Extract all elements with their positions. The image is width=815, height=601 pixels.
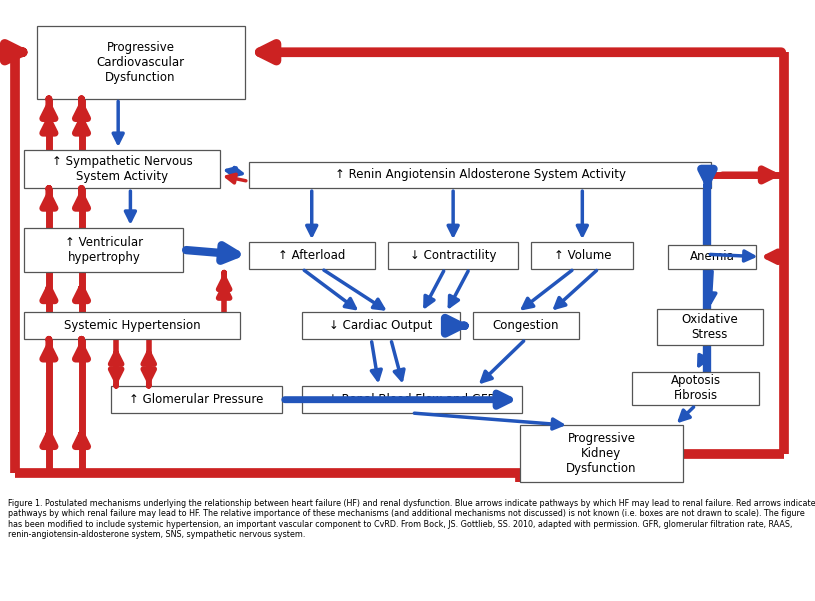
Text: Systemic Hypertension: Systemic Hypertension	[64, 319, 200, 332]
FancyBboxPatch shape	[657, 310, 763, 345]
Text: ↓ Renal Blood Flow and GFR: ↓ Renal Blood Flow and GFR	[328, 393, 496, 406]
Text: ↓ Contractility: ↓ Contractility	[410, 249, 496, 262]
Text: Anemia: Anemia	[689, 250, 735, 263]
FancyBboxPatch shape	[302, 386, 522, 413]
FancyBboxPatch shape	[111, 386, 282, 413]
FancyBboxPatch shape	[531, 242, 633, 269]
FancyBboxPatch shape	[24, 228, 183, 272]
Text: Progressive
Kidney
Dysfunction: Progressive Kidney Dysfunction	[566, 432, 637, 475]
Text: Progressive
Cardiovascular
Dysfunction: Progressive Cardiovascular Dysfunction	[96, 41, 185, 84]
FancyBboxPatch shape	[249, 162, 711, 188]
Text: ↑ Renin Angiotensin Aldosterone System Activity: ↑ Renin Angiotensin Aldosterone System A…	[334, 168, 626, 182]
FancyBboxPatch shape	[37, 26, 244, 99]
Text: Apotosis
Fibrosis: Apotosis Fibrosis	[671, 374, 720, 402]
FancyBboxPatch shape	[24, 313, 240, 339]
FancyBboxPatch shape	[249, 242, 375, 269]
Text: ↑ Afterload: ↑ Afterload	[278, 249, 346, 262]
FancyBboxPatch shape	[388, 242, 518, 269]
FancyBboxPatch shape	[520, 426, 683, 482]
Text: ↑ Glomerular Pressure: ↑ Glomerular Pressure	[130, 393, 263, 406]
FancyBboxPatch shape	[24, 150, 220, 188]
FancyBboxPatch shape	[302, 313, 460, 339]
FancyBboxPatch shape	[473, 313, 579, 339]
FancyBboxPatch shape	[632, 371, 759, 405]
FancyBboxPatch shape	[668, 245, 756, 269]
Text: ↓ Cardiac Output: ↓ Cardiac Output	[329, 319, 433, 332]
Text: Figure 1. Postulated mechanisms underlying the relationship between heart failur: Figure 1. Postulated mechanisms underlyi…	[8, 499, 815, 539]
Text: Congestion: Congestion	[492, 319, 559, 332]
Text: ↑ Ventricular
hypertrophy: ↑ Ventricular hypertrophy	[65, 236, 143, 264]
Text: Oxidative
Stress: Oxidative Stress	[681, 313, 738, 341]
Text: ↑ Sympathetic Nervous
System Activity: ↑ Sympathetic Nervous System Activity	[52, 155, 192, 183]
Text: ↑ Volume: ↑ Volume	[553, 249, 611, 262]
